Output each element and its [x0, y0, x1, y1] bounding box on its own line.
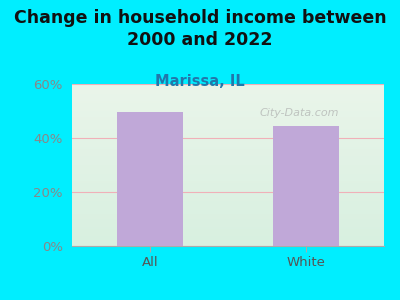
Bar [273, 126, 339, 246]
Text: Change in household income between
2000 and 2022: Change in household income between 2000 … [14, 9, 386, 49]
Text: City-Data.com: City-Data.com [260, 108, 340, 118]
Text: Marissa, IL: Marissa, IL [155, 74, 245, 88]
Bar [117, 112, 183, 246]
